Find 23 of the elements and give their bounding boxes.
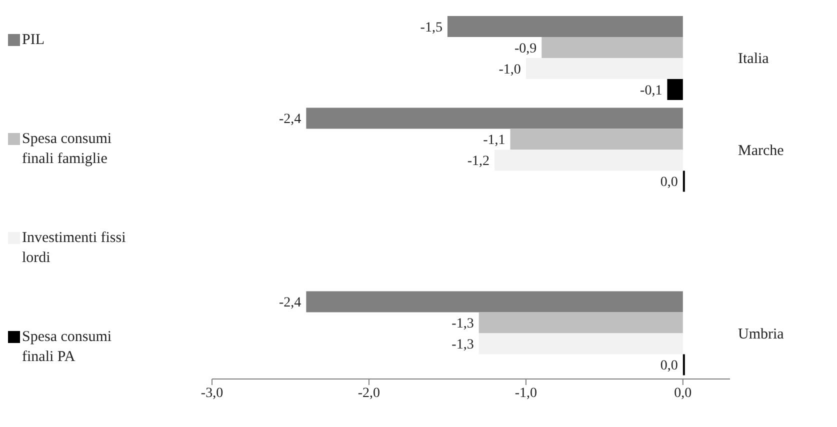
y-tick-label: Marche [738, 142, 784, 159]
x-tick-label: -2,0 [358, 386, 380, 401]
x-tick-label: -3,0 [200, 386, 224, 401]
data-label: -1,2 [467, 154, 490, 170]
data-label: -1,3 [452, 338, 474, 353]
legend-label: Spesa consumi finali famiglie [22, 130, 113, 169]
data-label: -1,0 [498, 62, 521, 78]
data-label: -2,4 [279, 296, 302, 311]
data-label: -2,4 [279, 112, 302, 128]
y-tick-label: Umbria [738, 326, 784, 342]
y-tick-label: Italia [738, 51, 770, 68]
data-label: -1,3 [452, 316, 474, 332]
data-label: -0,1 [640, 83, 662, 98]
data-label: 0,0 [660, 358, 678, 374]
data-label: -1,5 [420, 20, 442, 36]
legend-label: Investimenti fissi lordi [22, 229, 127, 268]
data-label: 0,0 [660, 175, 678, 190]
legend-label: PIL [22, 31, 46, 50]
data-label: -0,9 [514, 41, 537, 56]
data-label: -1,1 [483, 133, 506, 148]
legend-label: Spesa consumi finali PA [22, 328, 113, 367]
x-tick-label: 0,0 [674, 386, 692, 401]
x-tick-label: -1,0 [514, 386, 538, 401]
